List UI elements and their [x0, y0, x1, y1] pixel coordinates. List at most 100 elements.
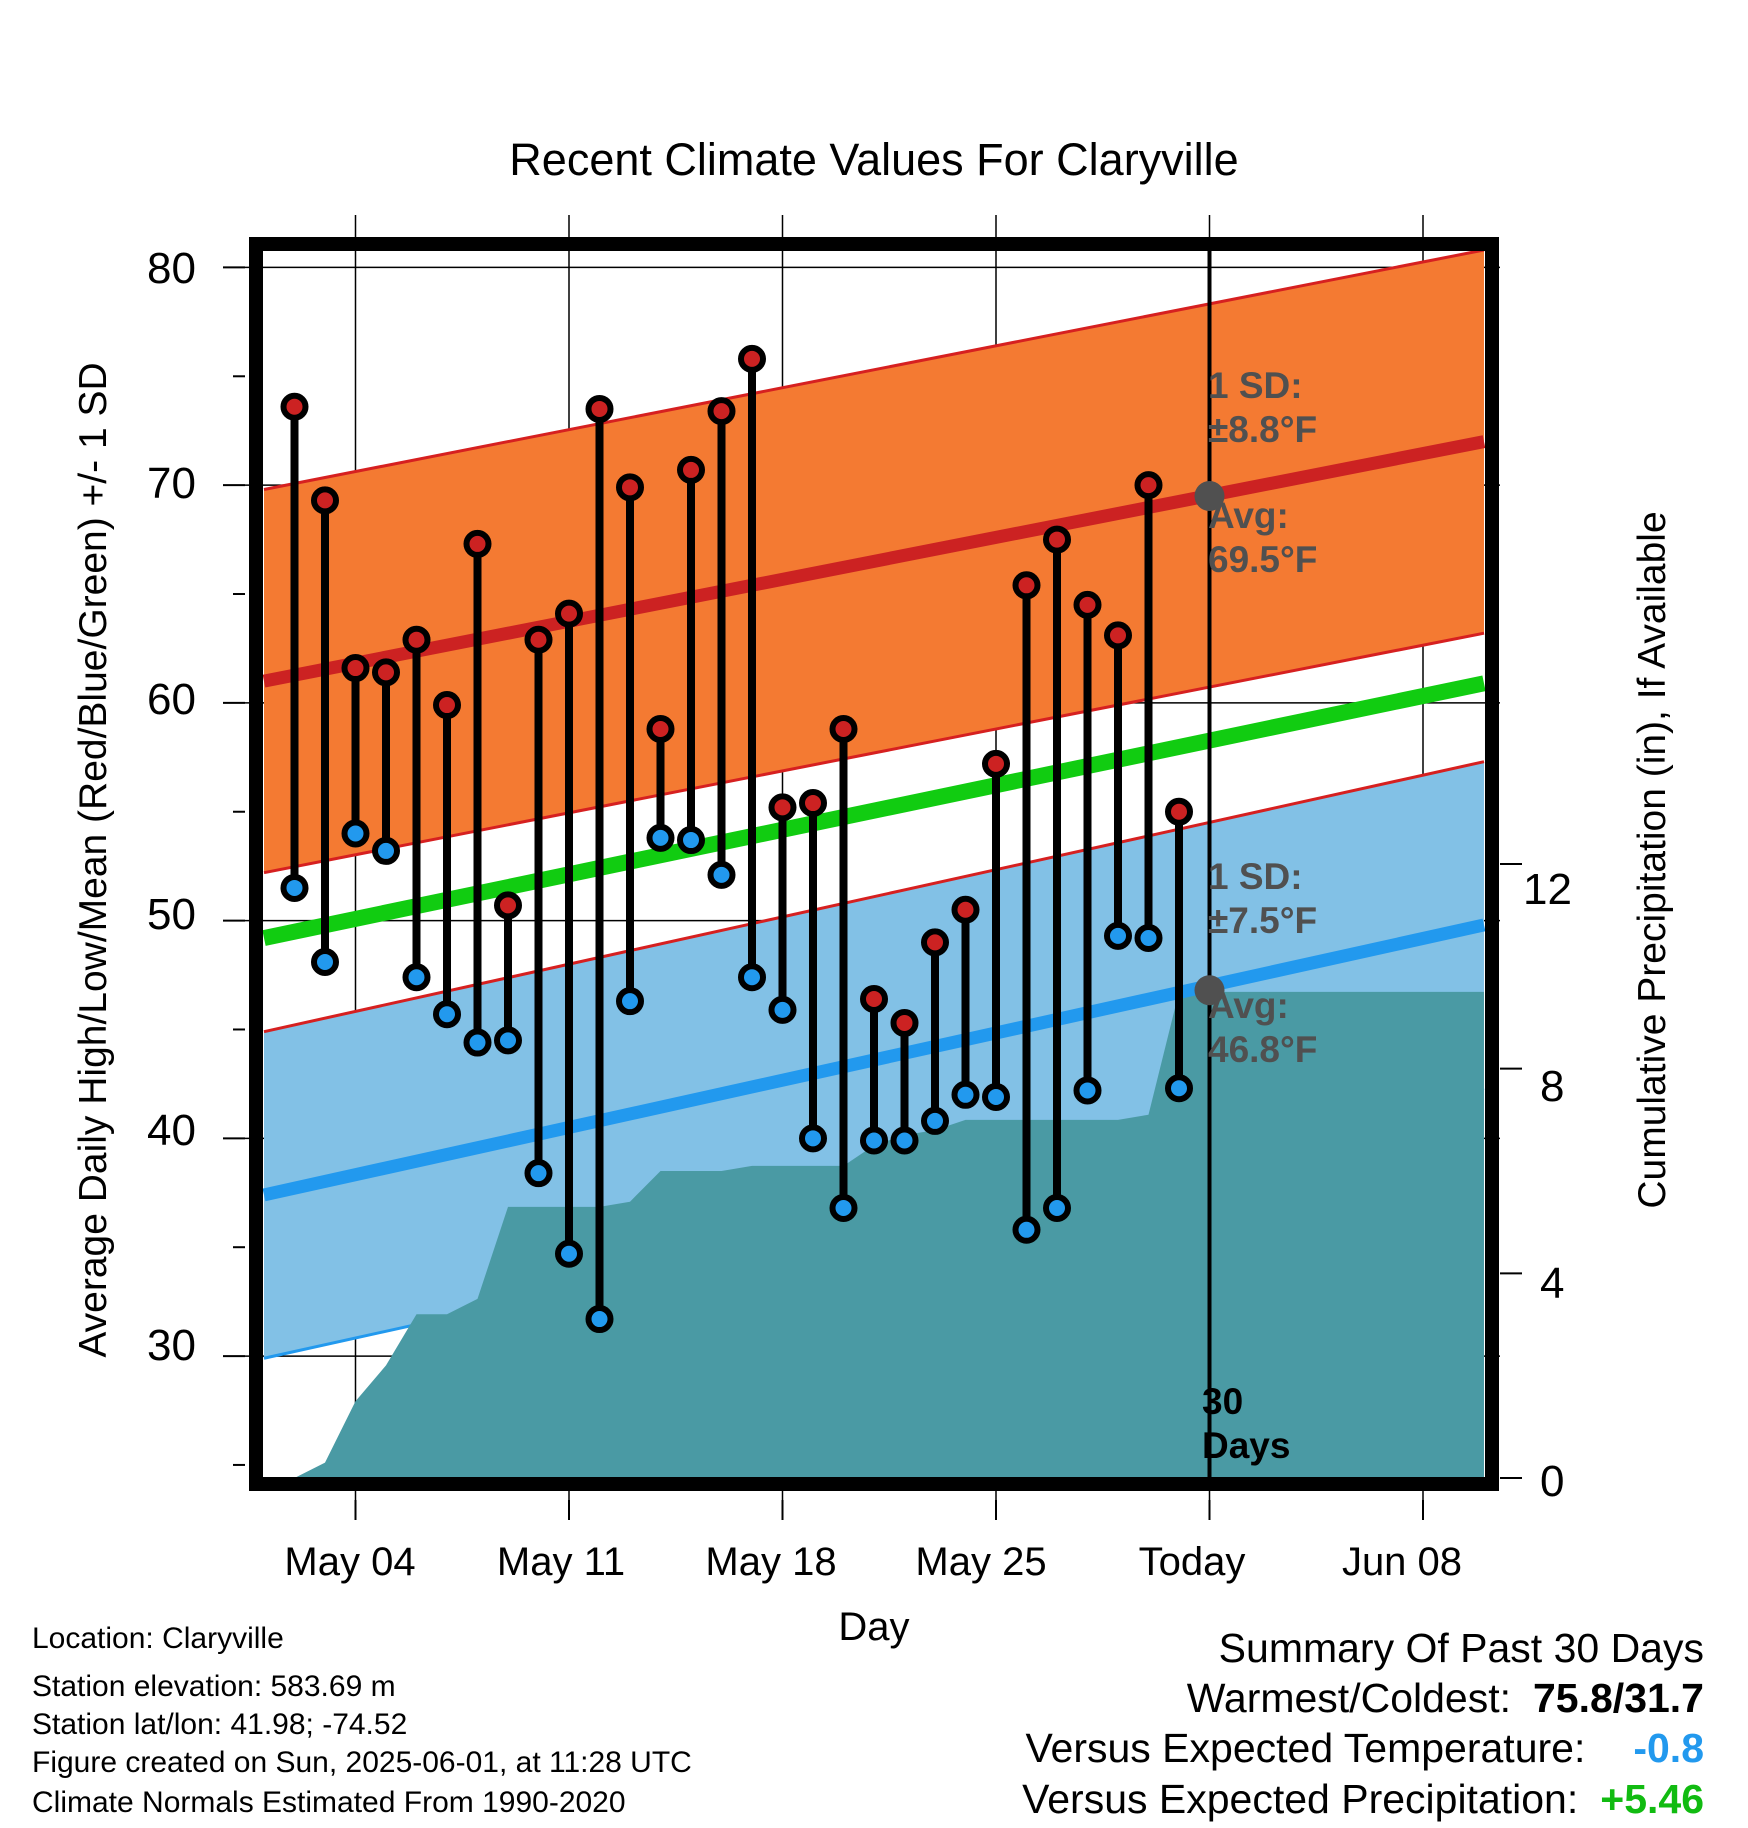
- y2-tick-label: 12: [1523, 865, 1572, 914]
- daily-low-point: [1073, 1076, 1102, 1105]
- y-tick-label: 70: [147, 459, 196, 508]
- daily-high-point: [463, 529, 492, 558]
- normal-high-line: [262, 435, 1486, 688]
- temperature-departure-label: Versus Expected Temperature:: [1025, 1725, 1586, 1771]
- warmest-coldest-row: Warmest/Coldest: 75.8/31.7: [1187, 1675, 1704, 1722]
- daily-low-point: [433, 1000, 461, 1029]
- daily-low-point: [982, 1082, 1010, 1111]
- daily-low-point: [372, 836, 400, 865]
- daily-low-point: [616, 987, 644, 1016]
- daily-low-point: [646, 823, 675, 852]
- y-tick-label: 80: [147, 244, 196, 293]
- daily-low-point: [951, 1080, 980, 1109]
- y2-axis-label: Cumulative Precipitation (in), If Availa…: [1631, 511, 1674, 1208]
- daily-low-point: [707, 860, 736, 889]
- low-avg-label: Avg:: [1208, 985, 1289, 1026]
- daily-low-point: [768, 995, 797, 1024]
- elevation-text: Station elevation: 583.69 m: [32, 1670, 396, 1703]
- daily-high-point: [585, 394, 614, 423]
- daily-high-point: [1134, 471, 1163, 500]
- high-band-upper-edge: [263, 248, 1485, 491]
- x-axis-label: Day: [838, 1605, 909, 1649]
- daily-high-point: [372, 658, 400, 687]
- days-count-label: 30: [1202, 1381, 1243, 1422]
- x-tick-label: May 25: [915, 1540, 1046, 1584]
- summary-title: Summary Of Past 30 Days: [1218, 1625, 1704, 1671]
- low-band-upper-edge: [263, 760, 1485, 1034]
- daily-low-point: [463, 1028, 492, 1057]
- daily-low-point: [1104, 921, 1132, 950]
- normals-text: Climate Normals Estimated From 1990-2020: [32, 1786, 626, 1819]
- precipitation-departure-row: Versus Expected Precipitation: +5.46: [1022, 1776, 1704, 1823]
- high-band-lower-edge: [263, 631, 1485, 875]
- low-avg-value: 46.8°F: [1208, 1029, 1317, 1070]
- today-high-avg-dot: [1194, 481, 1225, 512]
- warmest-coldest-value: 75.8/31.7: [1533, 1675, 1704, 1721]
- daily-low-point: [1134, 924, 1163, 953]
- daily-low-point: [738, 963, 766, 992]
- daily-low-point: [341, 819, 370, 848]
- daily-low-point: [799, 1124, 827, 1153]
- daily-high-point: [860, 984, 888, 1013]
- latlon-text: Station lat/lon: 41.98; -74.52: [32, 1708, 408, 1741]
- y-tick-label: 60: [147, 675, 196, 724]
- daily-high-point: [768, 793, 797, 822]
- daily-high-point: [707, 397, 736, 426]
- y2-tick-label: 8: [1540, 1062, 1564, 1111]
- daily-high-point: [738, 344, 766, 373]
- daily-high-point: [494, 891, 522, 920]
- daily-high-point: [433, 691, 461, 720]
- daily-high-point: [829, 715, 858, 744]
- daily-low-point: [677, 826, 705, 855]
- daily-low-point: [1012, 1215, 1041, 1244]
- daily-high-point: [524, 625, 553, 654]
- high-avg-value: 69.5°F: [1208, 539, 1317, 580]
- daily-high-point: [616, 473, 644, 502]
- daily-low-point: [555, 1239, 583, 1268]
- y-axis-label: Average Daily High/Low/Mean (Red/Blue/Gr…: [72, 362, 115, 1357]
- x-tick-label: Jun 08: [1342, 1540, 1462, 1584]
- high-sd-value: ±8.8°F: [1208, 409, 1317, 450]
- y2-tick-label: 0: [1540, 1457, 1564, 1506]
- daily-low-point: [890, 1126, 919, 1155]
- daily-low-point: [311, 947, 339, 976]
- temperature-departure-value: -0.8: [1633, 1725, 1704, 1771]
- precipitation-departure-label: Versus Expected Precipitation:: [1022, 1776, 1579, 1822]
- daily-low-point: [585, 1305, 614, 1334]
- warmest-coldest-label: Warmest/Coldest:: [1186, 1675, 1511, 1721]
- temperature-departure-row: Versus Expected Temperature: -0.8: [1025, 1725, 1704, 1772]
- y-tick-label: 50: [147, 890, 196, 939]
- daily-low-point: [402, 963, 431, 992]
- x-tick-label: May 04: [284, 1540, 415, 1584]
- days-word-label: Days: [1202, 1425, 1290, 1466]
- high-avg-label: Avg:: [1208, 495, 1289, 536]
- daily-low-point: [280, 873, 309, 902]
- x-tick-label: Today: [1139, 1540, 1246, 1584]
- daily-high-point: [982, 749, 1010, 778]
- daily-low-point: [921, 1106, 949, 1135]
- daily-high-point: [890, 1008, 919, 1037]
- low-sd-label: 1 SD:: [1208, 856, 1303, 897]
- precip-fill: [264, 991, 1484, 1478]
- daily-low-point: [524, 1159, 553, 1188]
- daily-high-point: [1043, 525, 1071, 554]
- daily-high-point: [1165, 797, 1193, 826]
- created-text: Figure created on Sun, 2025-06-01, at 11…: [32, 1746, 692, 1779]
- plot-border: [249, 237, 1499, 1491]
- daily-low-point: [494, 1026, 522, 1055]
- daily-high-point: [951, 895, 980, 924]
- daily-high-point: [341, 654, 370, 683]
- daily-high-point: [921, 928, 949, 957]
- today-low-avg-dot: [1194, 975, 1225, 1006]
- daily-high-point: [1104, 621, 1132, 650]
- daily-high-point: [402, 625, 431, 654]
- low-sd-value: ±7.5°F: [1208, 900, 1317, 941]
- daily-low-point: [860, 1126, 888, 1155]
- high-sd-label: 1 SD:: [1208, 365, 1303, 406]
- y-tick-label: 30: [147, 1321, 196, 1370]
- daily-low-point: [1043, 1194, 1071, 1223]
- daily-high-point: [646, 715, 675, 744]
- normal-mean-line: [262, 675, 1486, 946]
- y2-tick-label: 4: [1540, 1259, 1564, 1308]
